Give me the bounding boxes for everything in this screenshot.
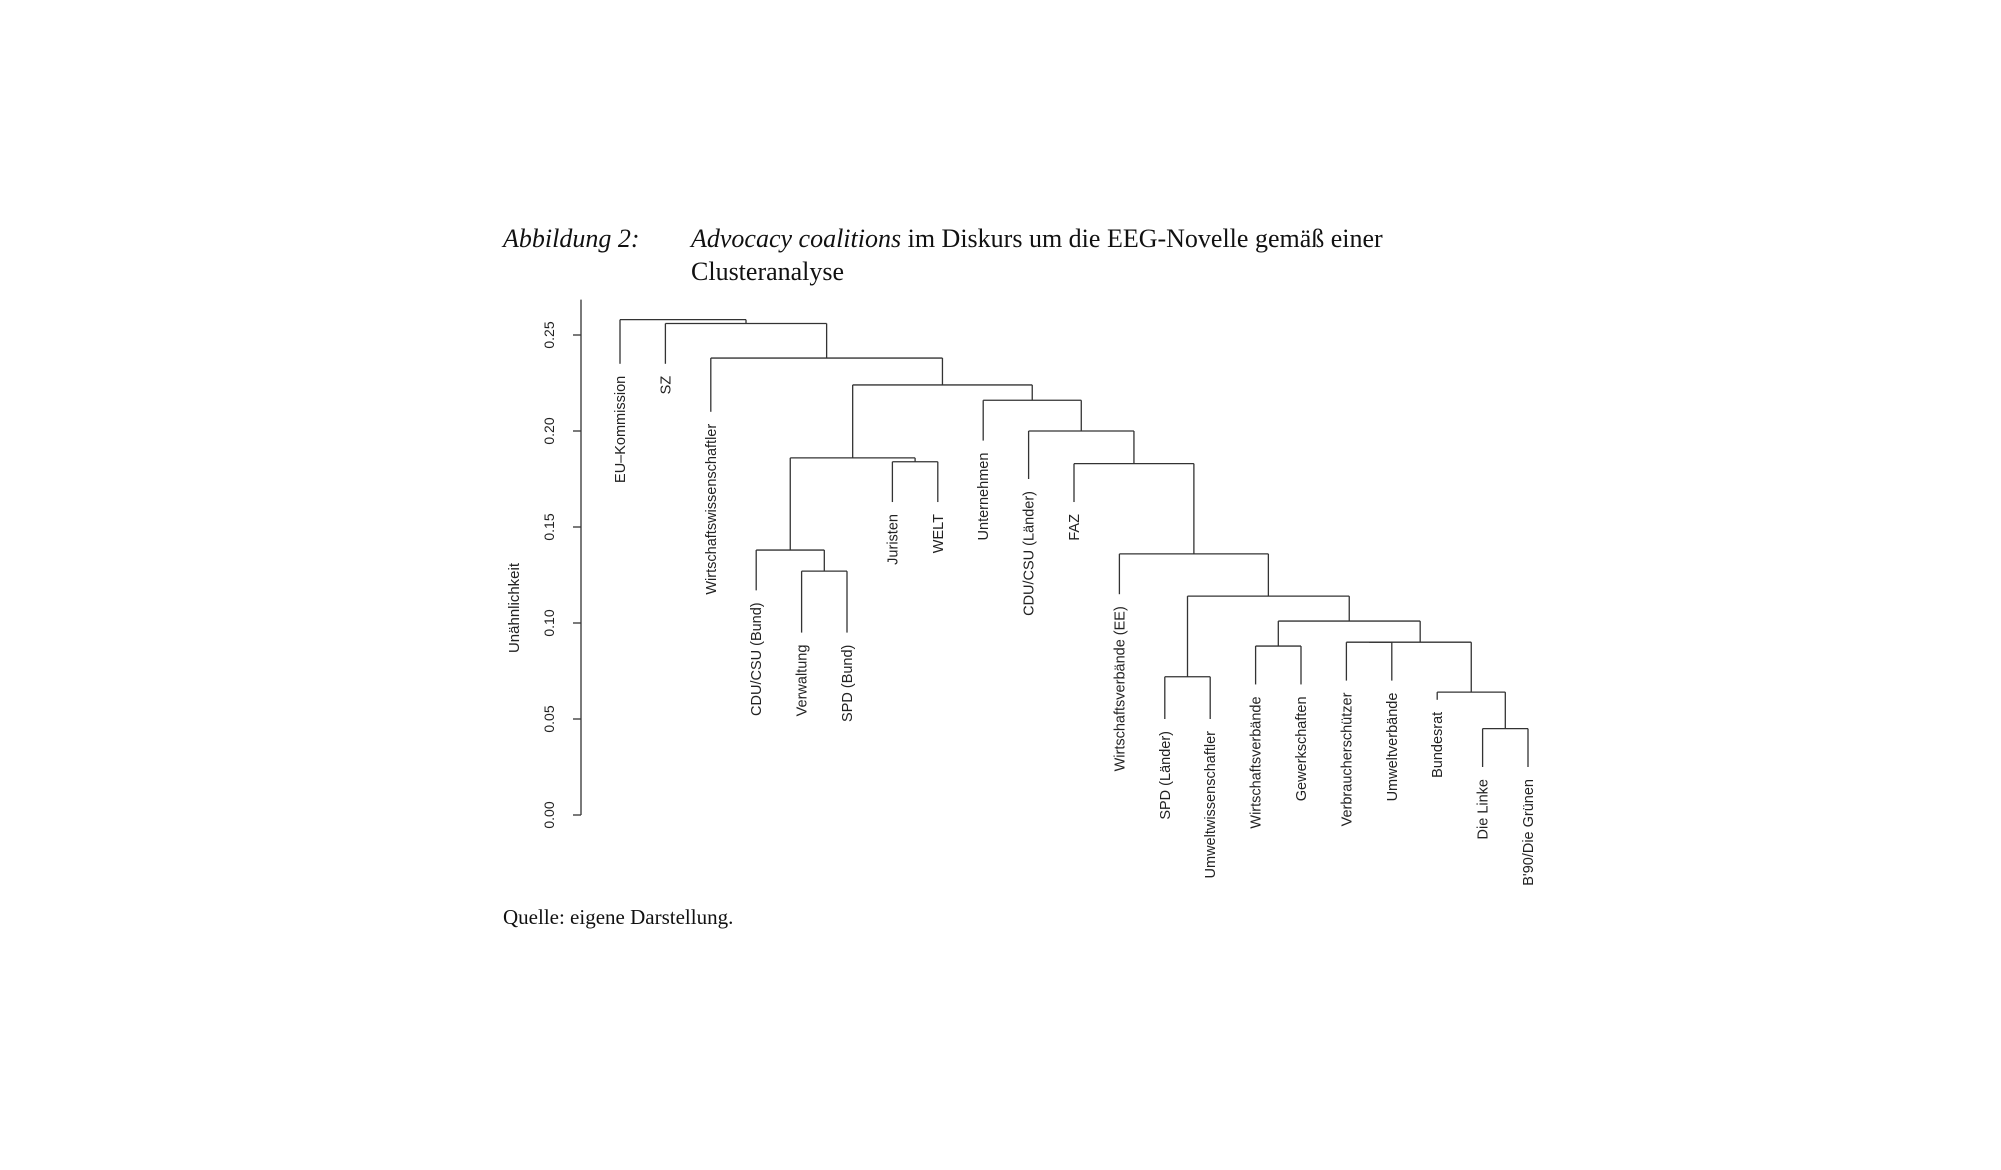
caption-title-rest: im Diskurs um die EEG-Novelle gemäß eine… <box>901 224 1383 253</box>
leaf-label: Wirtschaftswissenschaftler <box>704 424 720 595</box>
source-note: Quelle: eigene Darstellung. <box>503 905 734 929</box>
leaf-label: Wirtschaftsverbände <box>1249 696 1265 828</box>
leaf-label: CDU/CSU (Länder) <box>1022 491 1038 616</box>
leaf-label: Wirtschaftsverbände (EE) <box>1112 606 1128 771</box>
y-tick-label: 0.25 <box>541 321 557 348</box>
y-tick-label: 0.00 <box>541 801 557 828</box>
dendrogram-links <box>619 318 1529 767</box>
leaf-label: Gewerkschaften <box>1294 696 1310 801</box>
leaf-label: FAZ <box>1067 514 1083 541</box>
leaf-label: CDU/CSU (Bund) <box>749 602 765 716</box>
leaf-label: Umweltwissenschaftler <box>1203 731 1219 879</box>
leaf-label: WELT <box>931 514 947 553</box>
caption-line-2: Clusteranalyse <box>691 257 845 286</box>
leaf-label: B'90/Die Grünen <box>1521 779 1537 886</box>
leaf-label: SZ <box>658 376 674 395</box>
leaf-label: EU–Kommission <box>613 376 629 483</box>
y-tick-label: 0.05 <box>541 705 557 732</box>
leaf-label: Unternehmen <box>976 453 992 541</box>
leaf-label: SPD (Länder) <box>1158 731 1174 820</box>
y-tick-label: 0.10 <box>541 609 557 636</box>
caption-line-1: Abbildung 2: Advocacy coalitions im Disku… <box>503 222 1383 255</box>
leaf-label: Verbraucherschützer <box>1339 692 1355 826</box>
leaf-label: Bundesrat <box>1430 712 1446 778</box>
figure-caption: Abbildung 2: Advocacy coalitions im Disku… <box>503 222 1383 288</box>
y-tick-label: 0.15 <box>541 513 557 540</box>
y-tick-label: 0.20 <box>541 417 557 444</box>
leaf-labels: EU–Kommission SZ Wirtschaftswissenschaftle… <box>613 376 1537 886</box>
y-axis-label: Unähnlichkeit <box>506 562 523 653</box>
leaf-label: Die Linke <box>1476 779 1492 839</box>
y-axis: 0.00 0.05 0.10 0.15 0.20 0.25 <box>541 299 582 829</box>
leaf-label: Umweltverbände <box>1385 693 1401 802</box>
caption-title-italic: Advocacy coalitions <box>691 224 902 253</box>
leaf-label: Verwaltung <box>795 645 811 717</box>
figure-label: Abbildung 2: <box>503 224 640 253</box>
leaf-label: SPD (Bund) <box>840 645 856 722</box>
leaf-label: Juristen <box>885 514 901 565</box>
